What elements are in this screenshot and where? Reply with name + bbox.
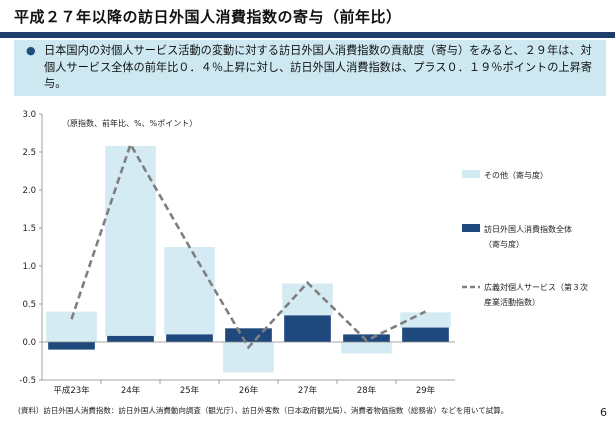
title-underline-bar	[0, 32, 615, 38]
page-title: 平成２７年以降の訪日外国人消費指数の寄与（前年比）	[14, 8, 402, 26]
x-tick-label: 28年	[357, 385, 377, 396]
bar-other-5	[341, 342, 392, 354]
bar-visitor-1	[107, 335, 154, 342]
x-tick-label: 29年	[416, 385, 436, 396]
y-tick-label: 2.0	[22, 186, 36, 196]
bar-visitor-3	[225, 328, 272, 342]
legend-item-service-line-label: 広義対個人サービス（第３次	[484, 282, 588, 292]
source-note: (資料）訪日外国人消費指数：訪日外国人消費動向調査（観光庁）、訪日外客数（日本政…	[18, 406, 509, 415]
x-tick-label: 27年	[298, 385, 318, 396]
x-tick-label: 25年	[180, 385, 200, 396]
x-tick-label: 26年	[239, 385, 259, 396]
page-number: 6	[600, 406, 607, 419]
bar-visitor-2	[166, 334, 213, 342]
x-tick-label: 24年	[121, 385, 141, 396]
bar-other-1	[105, 145, 156, 336]
bars-layer	[46, 145, 451, 373]
y-tick-label: 0.5	[22, 300, 36, 310]
x-tick-label: 平成23年	[53, 385, 90, 396]
bar-visitor-4	[284, 315, 331, 342]
line-series-layer	[70, 141, 427, 350]
legend-item-visitor-label: 訪日外国人消費指数全体	[484, 224, 572, 234]
bullet-icon: ●	[26, 44, 36, 57]
legend-item-visitor-label: （寄与度）	[484, 239, 524, 249]
legend-item-other-swatch	[462, 170, 480, 178]
y-tick-label: 1.5	[22, 224, 36, 234]
unit-note: （原指数、前年比、%、%ポイント）	[62, 118, 197, 128]
contribution-chart: -0.5 0.0 0.5 1.0 1.5 2.0 2.5 3.0 平成23年 24年 25年 26年 2…	[19, 110, 588, 396]
y-tick-label: -0.5	[19, 376, 36, 386]
bar-other-6	[400, 312, 451, 328]
bar-other-2	[164, 247, 215, 335]
summary-box: ● 日本国内の対個人サービス活動の変動に対する訪日外国人消費指数の貢献度（寄与）…	[14, 40, 606, 96]
bar-visitor-5	[343, 334, 390, 342]
axes-layer: -0.5 0.0 0.5 1.0 1.5 2.0 2.5 3.0 平成23年 24年 25年 26年 2…	[19, 110, 455, 396]
legend-item-service-line-label: 産業活動指数）	[484, 297, 540, 307]
y-tick-label: 3.0	[22, 110, 36, 120]
y-tick-label: 1.0	[22, 262, 36, 272]
bar-visitor-6	[402, 327, 449, 342]
legend-item-other-label: その他（寄与度）	[484, 170, 548, 180]
legend-item-visitor-swatch	[462, 224, 480, 232]
bar-visitor-0	[48, 342, 95, 350]
summary-text: 日本国内の対個人サービス活動の変動に対する訪日外国人消費指数の貢献度（寄与）をみ…	[44, 44, 592, 90]
y-tick-label: 2.5	[22, 148, 36, 158]
legend: その他（寄与度） 訪日外国人消費指数全体 （寄与度） 広義対個人サービス（第３次産業活…	[462, 170, 588, 307]
y-tick-label: 0.0	[22, 338, 36, 348]
